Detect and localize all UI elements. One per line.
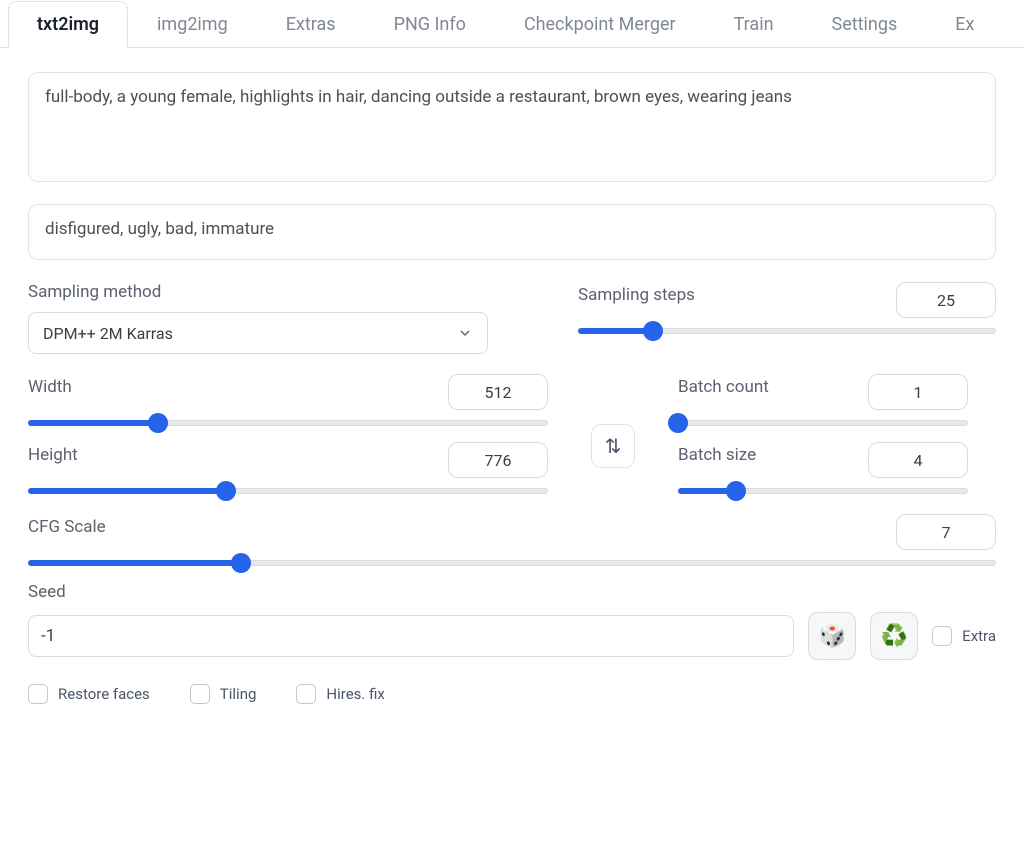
hires-fix-check[interactable]: Hires. fix: [296, 684, 384, 704]
restore-faces-label: Restore faces: [58, 685, 150, 703]
cfg-value[interactable]: 7: [896, 514, 996, 550]
swap-icon: ⇅: [605, 434, 622, 458]
seed-label: Seed: [28, 582, 996, 602]
seed-reuse-button[interactable]: ♻️: [870, 612, 918, 660]
sampling-steps-slider[interactable]: [578, 326, 996, 336]
tab-img2img[interactable]: img2img: [128, 1, 257, 48]
tab-extras[interactable]: Extras: [257, 1, 365, 48]
sampling-method-label: Sampling method: [28, 282, 548, 302]
tab-txt2img[interactable]: txt2img: [8, 1, 128, 48]
tab-train[interactable]: Train: [705, 1, 803, 48]
seed-random-button[interactable]: 🎲: [808, 612, 856, 660]
batch-size-value[interactable]: 4: [868, 442, 968, 478]
tiling-check[interactable]: Tiling: [190, 684, 257, 704]
batch-size-label: Batch size: [678, 445, 756, 465]
tab-png-info[interactable]: PNG Info: [365, 1, 495, 48]
tab-checkpoint-merger[interactable]: Checkpoint Merger: [495, 1, 705, 48]
height-label: Height: [28, 445, 78, 465]
width-slider[interactable]: [28, 418, 548, 428]
tab-bar: txt2img img2img Extras PNG Info Checkpoi…: [0, 0, 1024, 48]
sampling-steps-label: Sampling steps: [578, 285, 695, 305]
width-label: Width: [28, 377, 72, 397]
sampling-method-value: DPM++ 2M Karras: [43, 324, 173, 343]
height-value[interactable]: 776: [448, 442, 548, 478]
checkbox-icon: [296, 684, 316, 704]
checkbox-icon: [28, 684, 48, 704]
height-slider[interactable]: [28, 486, 548, 496]
restore-faces-check[interactable]: Restore faces: [28, 684, 150, 704]
dice-icon: 🎲: [818, 624, 845, 649]
sampling-method-select[interactable]: DPM++ 2M Karras: [28, 312, 488, 354]
batch-size-slider[interactable]: [678, 486, 968, 496]
checkbox-icon: [932, 626, 952, 646]
batch-count-value[interactable]: 1: [868, 374, 968, 410]
width-value[interactable]: 512: [448, 374, 548, 410]
sampling-steps-value[interactable]: 25: [896, 282, 996, 318]
batch-count-slider[interactable]: [678, 418, 968, 428]
seed-extra-check[interactable]: Extra: [932, 626, 996, 646]
hires-fix-label: Hires. fix: [326, 685, 384, 703]
prompt-input[interactable]: full-body, a young female, highlights in…: [28, 72, 996, 182]
negative-prompt-input[interactable]: disfigured, ugly, bad, immature: [28, 204, 996, 260]
tab-extensions[interactable]: Ex: [926, 1, 1003, 48]
seed-extra-label: Extra: [962, 627, 996, 645]
chevron-down-icon: [457, 325, 473, 341]
tiling-label: Tiling: [220, 685, 257, 703]
tab-settings[interactable]: Settings: [803, 1, 927, 48]
cfg-label: CFG Scale: [28, 517, 106, 537]
batch-count-label: Batch count: [678, 377, 769, 397]
seed-input[interactable]: -1: [28, 615, 794, 657]
recycle-icon: ♻️: [880, 624, 907, 649]
cfg-slider[interactable]: [28, 558, 996, 568]
checkbox-icon: [190, 684, 210, 704]
main-panel: full-body, a young female, highlights in…: [0, 48, 1024, 716]
swap-dimensions-button[interactable]: ⇅: [591, 424, 635, 468]
